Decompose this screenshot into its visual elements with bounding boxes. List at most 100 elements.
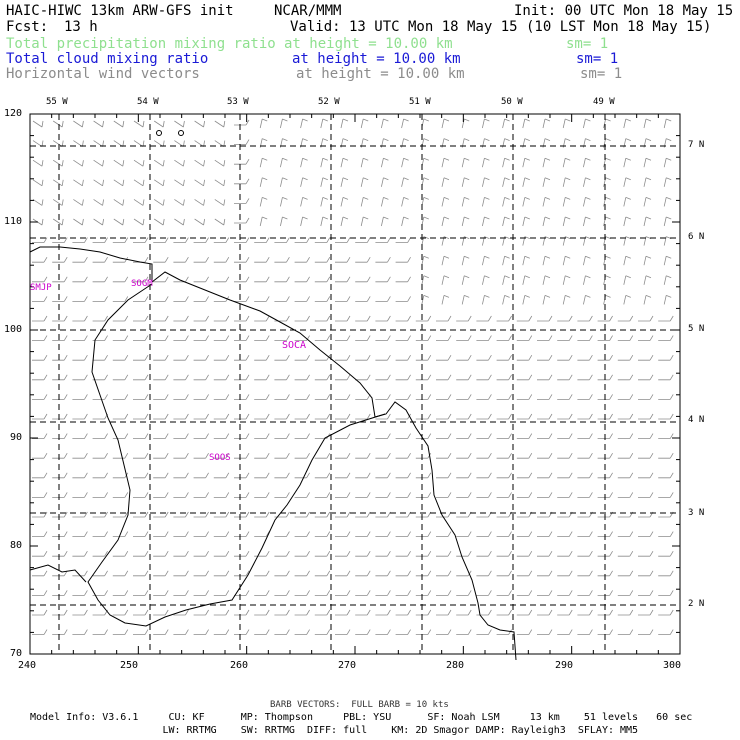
wind-barb <box>335 590 351 596</box>
wind-barb <box>355 276 371 283</box>
wind-barb <box>577 433 593 439</box>
wind-barb <box>562 197 571 207</box>
wind-barb <box>577 550 593 557</box>
x-tick-label: 260 <box>230 660 249 671</box>
wind-barb <box>254 237 270 243</box>
lat-label: 7 N <box>688 140 705 150</box>
wind-barb <box>436 550 452 557</box>
wind-barb <box>476 590 492 596</box>
wind-barb <box>482 216 490 227</box>
wind-barb <box>133 590 149 596</box>
wind-barb <box>597 609 613 616</box>
wind-barb <box>234 570 250 577</box>
wind-barb <box>213 256 230 263</box>
wind-barb <box>335 609 351 616</box>
wind-barb <box>72 413 88 420</box>
wind-barb <box>214 159 226 167</box>
wind-barb <box>294 256 310 263</box>
wind-barb <box>643 216 652 227</box>
wind-barb <box>214 179 226 187</box>
wind-barb <box>280 216 288 227</box>
wind-barb <box>92 492 108 498</box>
wind-barb <box>617 629 634 635</box>
wind-barb <box>557 413 573 420</box>
wind-barb <box>421 197 429 207</box>
wind-barb <box>456 590 472 596</box>
wind-barb <box>133 159 145 167</box>
wind-barb <box>456 394 472 400</box>
wind-barb <box>213 354 230 361</box>
wind-barb <box>395 609 411 616</box>
wind-barb <box>375 452 391 459</box>
wind-barb <box>234 198 250 204</box>
wind-barb <box>254 590 270 596</box>
wind-barb <box>658 550 674 557</box>
wind-barb <box>537 609 553 616</box>
wind-barb <box>562 216 571 227</box>
wind-barb <box>112 413 129 420</box>
wind-barb <box>496 550 512 557</box>
x-tick-label: 290 <box>555 660 574 671</box>
wind-barb <box>314 237 331 243</box>
wind-barb <box>562 295 571 305</box>
wind-barb <box>658 570 674 577</box>
wind-barb <box>173 374 189 381</box>
wind-barb <box>557 550 573 557</box>
wind-barb <box>234 158 250 165</box>
wind-barb <box>92 570 108 577</box>
wind-barb <box>638 394 654 400</box>
wind-barb <box>133 511 149 518</box>
wind-barb <box>461 197 470 207</box>
wind-barb <box>294 433 310 439</box>
wind-barb <box>638 609 654 616</box>
wind-barb <box>577 492 593 498</box>
wind-barb <box>395 570 411 577</box>
wind-barb <box>193 570 209 577</box>
wind-barb <box>381 216 389 227</box>
wind-barb <box>436 492 452 498</box>
wind-barb <box>52 276 68 283</box>
wind-barb <box>193 629 209 635</box>
wind-barb <box>213 531 230 537</box>
wind-barb <box>213 570 230 577</box>
wind-barb <box>577 531 593 537</box>
wind-barb <box>577 472 593 479</box>
wind-barb <box>193 374 209 381</box>
wind-barb <box>52 609 68 616</box>
wind-barb <box>658 335 674 341</box>
wind-barb <box>375 354 391 361</box>
wind-barb <box>113 199 125 206</box>
wind-barb <box>375 374 391 381</box>
wind-barb <box>436 472 452 479</box>
wind-barb <box>441 216 450 227</box>
lon-label: 49 W <box>593 97 615 107</box>
island-marker <box>178 130 184 136</box>
wind-barb <box>395 472 411 479</box>
wind-barb <box>643 255 652 266</box>
wind-barb <box>395 374 411 381</box>
org-label: NCAR/MMM <box>274 3 342 19</box>
wind-barb <box>557 570 573 577</box>
wind-barb <box>294 609 310 616</box>
wind-barb <box>52 218 64 226</box>
wind-barb <box>643 157 652 168</box>
wind-barb <box>456 472 472 479</box>
wind-barb <box>73 159 84 167</box>
wind-barb <box>153 159 165 167</box>
wind-barb <box>516 394 533 400</box>
wind-barb <box>234 315 250 322</box>
wind-barb <box>557 492 573 498</box>
wind-barb <box>577 374 593 381</box>
wind-barb <box>133 609 149 616</box>
wind-barb <box>658 315 674 322</box>
wind-barb <box>643 118 652 129</box>
wind-barb <box>274 629 290 635</box>
wind-barb <box>314 511 331 518</box>
wind-barb <box>441 275 450 285</box>
wind-barb <box>583 255 591 266</box>
wind-barb <box>617 354 634 361</box>
wind-barb <box>340 216 349 227</box>
wind-barb <box>153 472 169 479</box>
wind-barb <box>113 179 125 187</box>
wind-barb <box>375 531 391 537</box>
